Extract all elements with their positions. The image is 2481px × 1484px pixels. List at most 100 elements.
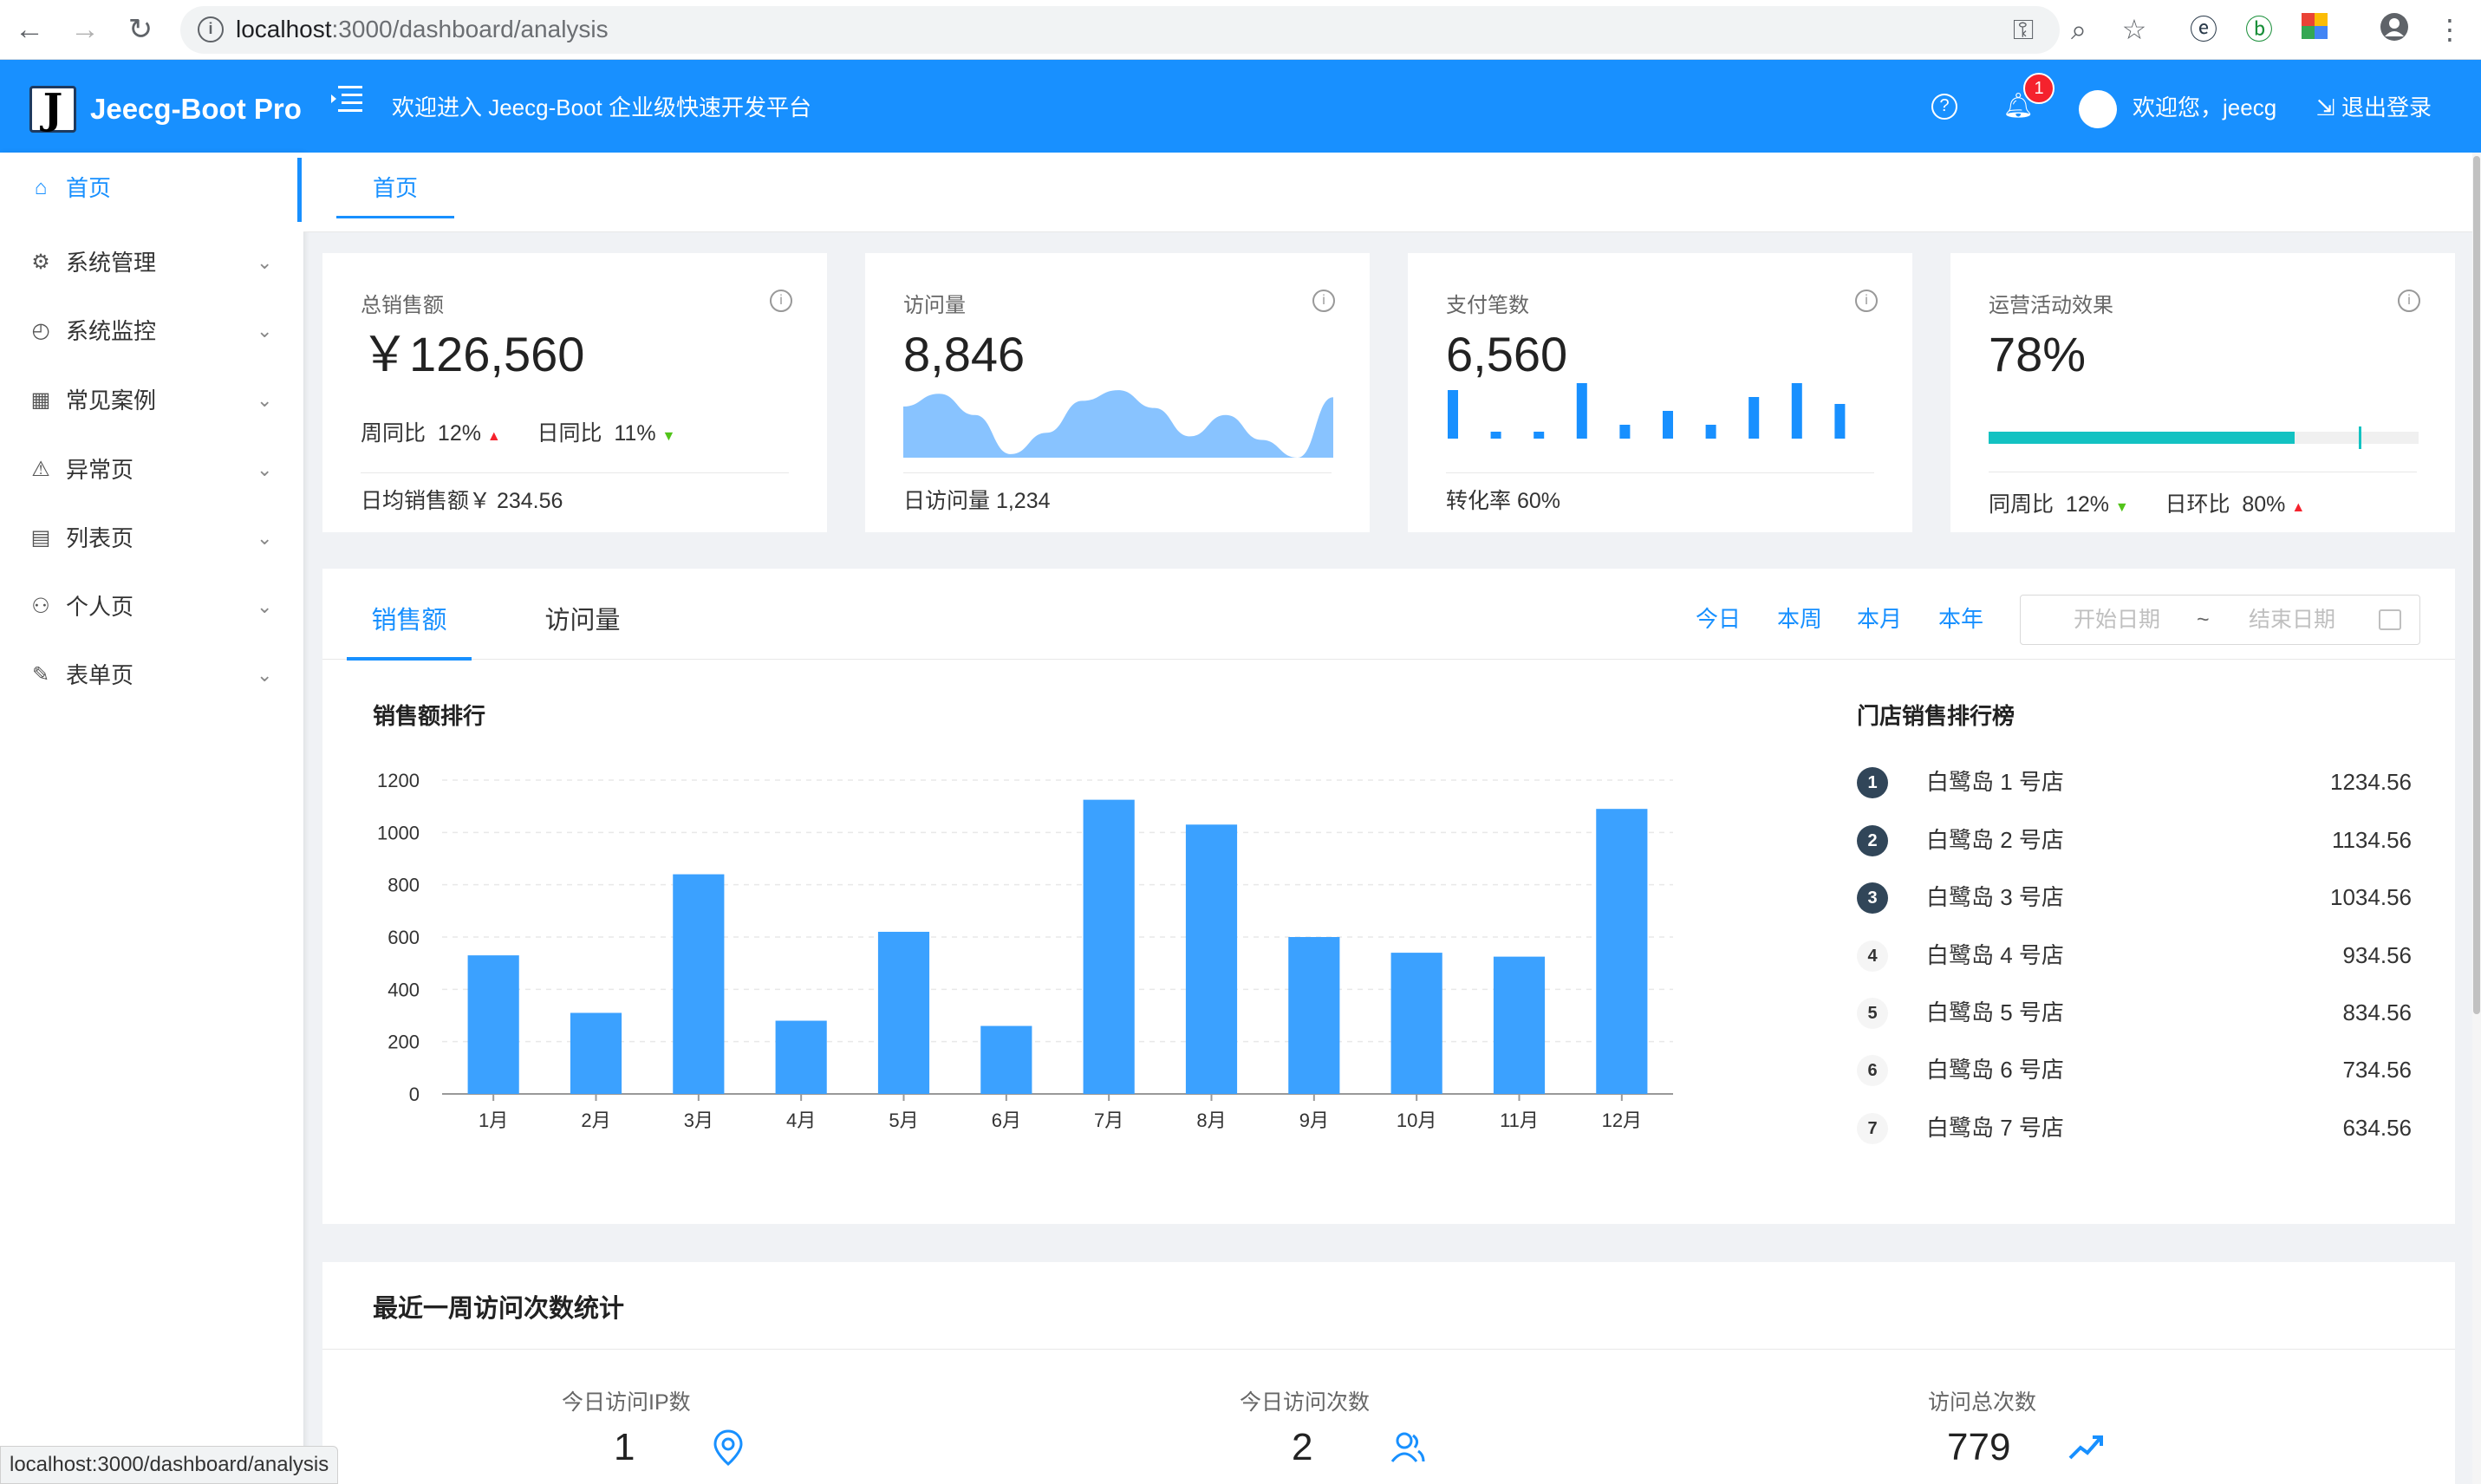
progress-track [1989,426,2419,449]
kpi-trends: 周同比 12% ▲ 日同比 11% ▼ [361,418,675,452]
sidebar-item-form[interactable]: ✎ 表单页 ⌄ [0,645,303,706]
trend-label: 周同比 [361,421,427,446]
back-arrow-icon[interactable]: ← [15,13,44,46]
forward-arrow-icon[interactable]: → [70,13,100,46]
sidebar-item-list[interactable]: ▤ 列表页 ⌄ [0,508,303,569]
avatar[interactable] [2079,90,2117,128]
extension-e-icon[interactable]: ⓔ [2189,14,2217,45]
key-icon[interactable]: ⚿ [2012,14,2035,45]
bar-7月[interactable] [1083,799,1135,1094]
users-icon [1389,1429,1427,1474]
range-month-link[interactable]: 本月 [1857,606,1903,632]
sidebar-item-label: 系统监控 [66,318,157,344]
info-icon[interactable]: i [1855,290,1878,312]
zoom-icon[interactable]: ⌕ [2071,14,2087,45]
kpi-value: ￥126,560 [361,327,585,381]
ranking-row: 4 白鹭岛 4 号店 934.56 [1857,927,2412,984]
tab-sales[interactable]: 销售额 [347,598,472,661]
info-icon[interactable]: i [770,290,792,312]
logout-button[interactable]: ⇲ 退出登录 [2316,88,2432,127]
info-icon[interactable]: i [1312,290,1335,312]
stat-value-total: 779 [1947,1426,2011,1468]
help-icon[interactable]: ? [1931,94,1957,120]
url-host: localhost [236,16,332,42]
menu-kebab-icon[interactable]: ⋮ [2436,14,2464,45]
ranking-row: 3 白鹭岛 3 号店 1034.56 [1857,869,2412,926]
extension-color-icon[interactable] [2297,12,2332,47]
payments-bar [1748,397,1760,439]
store-name: 白鹭岛 1 号店 [1926,769,2064,795]
payments-bar-chart [1448,383,1846,439]
user-greeting[interactable]: 欢迎您，jeecg [2133,94,2277,120]
kpi-value: 6,560 [1446,327,1568,381]
caret-down-icon: ▼ [661,429,676,444]
sidebar-item-home[interactable]: ⌂ 首页 [0,158,303,218]
y-tick-label: 1000 [377,822,420,843]
table-icon: ▤ [30,526,51,550]
logout-icon: ⇲ [2316,94,2342,120]
kpi-card-payments: 支付笔数 i 6,560 转化率 60% [1408,253,1912,532]
sidebar-item-exception[interactable]: ⚠ 异常页 ⌄ [0,439,303,500]
x-tick-label: 6月 [992,1110,1021,1131]
rank-number: 2 [1857,825,1888,856]
bar-5月[interactable] [877,931,930,1094]
store-sales-value: 1234.56 [2330,769,2412,795]
menu-fold-icon[interactable] [329,83,366,120]
range-week-link[interactable]: 本周 [1777,606,1823,632]
bar-2月[interactable] [570,1012,622,1094]
bar-10月[interactable] [1390,953,1442,1094]
sidebar-item-label: 常见案例 [66,387,157,413]
date-range-separator: ~ [2197,608,2210,632]
y-tick-label: 200 [387,1032,420,1053]
store-sales-value: 834.56 [2342,999,2412,1025]
x-tick-label: 8月 [1196,1110,1226,1131]
date-start-input[interactable]: 开始日期 [2074,608,2161,632]
bar-4月[interactable] [775,1020,827,1094]
chevron-down-icon: ⌄ [257,664,273,686]
tab-visits[interactable]: 访问量 [544,607,621,635]
bar-11月[interactable] [1493,956,1546,1094]
bar-9月[interactable] [1288,937,1340,1094]
bar-3月[interactable] [673,874,725,1094]
payments-bar [1791,383,1802,439]
visits-area-series [903,390,1333,458]
sidebar-item-system-management[interactable]: ⚙ 系统管理 ⌄ [0,232,303,293]
date-end-input[interactable]: 结束日期 [2249,608,2336,632]
divider [361,472,789,473]
reload-icon[interactable]: ↻ [127,13,153,46]
range-year-link[interactable]: 本年 [1938,606,1984,632]
kpi-card-campaign: 运营活动效果 i 78% 同周比 12% ▼ 日环比 80% ▲ [1950,253,2455,532]
chevron-down-icon: ⌄ [257,527,273,549]
extension-leaf-icon[interactable]: ⓑ [2244,14,2273,45]
sidebar-item-system-monitor[interactable]: ◴ 系统监控 ⌄ [0,301,303,361]
progress-target-marker [2358,426,2361,449]
store-name: 白鹭岛 2 号店 [1926,827,2064,853]
url-text[interactable]: localhost:3000/dashboard/analysis [236,12,609,47]
scrollbar-thumb[interactable] [2473,156,2480,1014]
bar-6月[interactable] [980,1025,1032,1094]
caret-down-icon: ▼ [2114,500,2129,515]
chevron-down-icon: ⌄ [257,251,273,273]
store-sales-value: 634.56 [2342,1115,2412,1141]
store-sales-value: 1134.56 [2331,827,2412,853]
rank-number: 1 [1857,767,1888,798]
status-bar-url: localhost:3000/dashboard/analysis [0,1446,339,1484]
kpi-footer: 日访问量 1,234 [903,489,1051,513]
tab-home[interactable]: 首页 [336,165,454,218]
kpi-title: 访问量 [903,294,966,317]
bar-12月[interactable] [1596,809,1648,1094]
range-today-link[interactable]: 今日 [1696,606,1742,632]
sidebar-item-examples[interactable]: ▦ 常见案例 ⌄ [0,370,303,431]
star-icon[interactable]: ☆ [2121,14,2147,45]
address-bar[interactable] [180,6,2060,54]
bar-8月[interactable] [1185,824,1238,1094]
date-range-picker[interactable] [2020,595,2420,645]
bar-1月[interactable] [467,955,519,1094]
store-name: 白鹭岛 5 号店 [1926,999,2064,1025]
site-info-icon[interactable]: i [198,16,224,42]
form-icon: ✎ [31,663,50,687]
sidebar-item-profile[interactable]: ⚇ 个人页 ⌄ [0,576,303,637]
info-icon[interactable]: i [2398,290,2420,312]
profile-icon[interactable] [2377,12,2412,47]
payments-bar [1448,390,1458,439]
